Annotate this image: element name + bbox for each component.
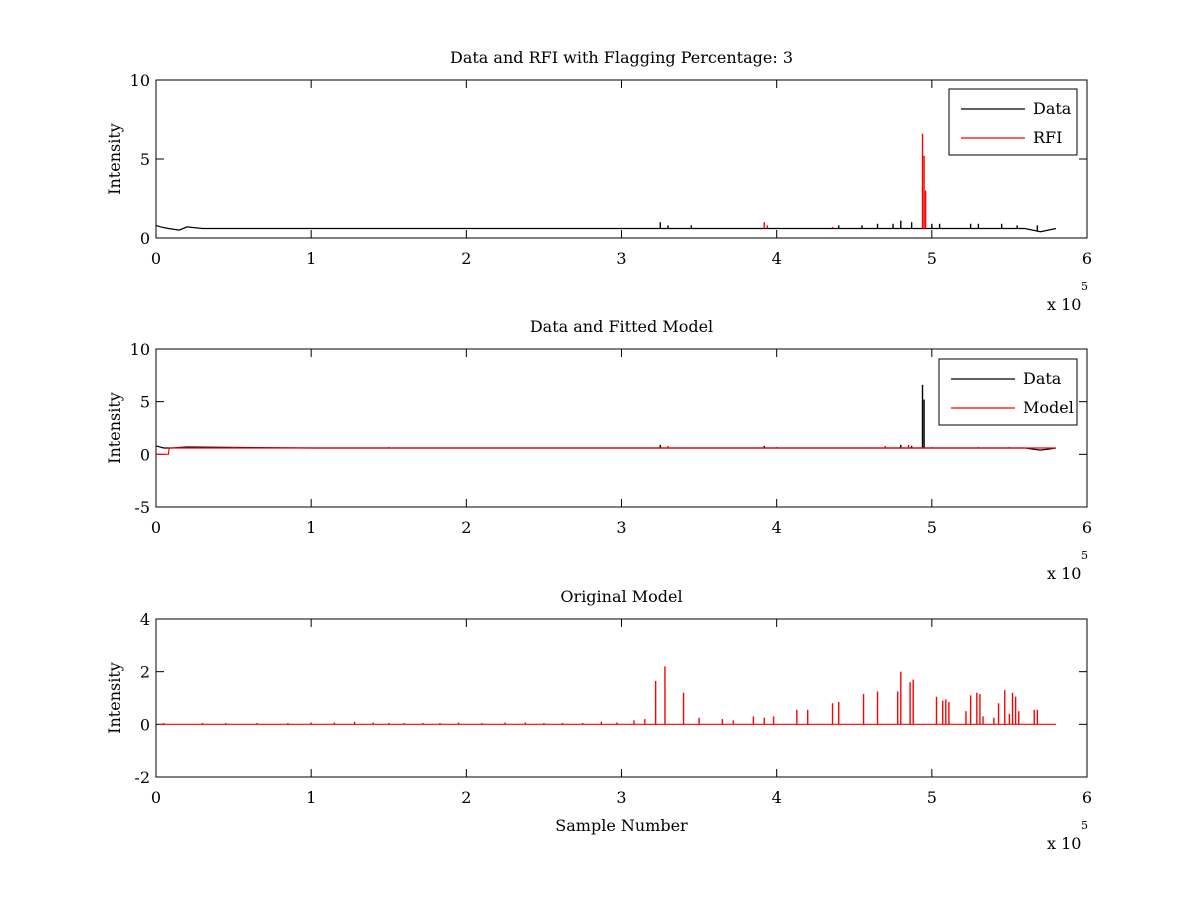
x-tick-label: 5 xyxy=(927,788,937,807)
chart-title: Original Model xyxy=(560,587,682,606)
x-axis-multiplier: x 10 xyxy=(1047,564,1081,583)
x-axis-multiplier: x 10 xyxy=(1047,295,1081,314)
x-tick-label: 2 xyxy=(461,788,471,807)
legend-entry-data: Data xyxy=(1023,369,1062,388)
plot-area xyxy=(159,666,1056,725)
x-tick-label: 1 xyxy=(306,518,316,537)
y-axis-label: Intensity xyxy=(105,123,124,195)
x-tick-label: 2 xyxy=(461,518,471,537)
y-tick-label: 10 xyxy=(130,71,150,90)
plot-area xyxy=(156,133,1057,233)
y-tick-label: 0 xyxy=(140,229,150,248)
y-axis-label: Intensity xyxy=(105,392,124,464)
x-tick-label: 4 xyxy=(772,788,782,807)
y-tick-label: 0 xyxy=(140,445,150,464)
y-tick-label: 2 xyxy=(140,663,150,682)
x-tick-label: 2 xyxy=(461,249,471,268)
y-tick-label: 5 xyxy=(140,393,150,412)
x-tick-label: 5 xyxy=(927,518,937,537)
x-tick-label: 0 xyxy=(151,788,161,807)
x-tick-label: 0 xyxy=(151,249,161,268)
y-tick-label: 5 xyxy=(140,150,150,169)
y-tick-label: -2 xyxy=(134,768,150,787)
series-data xyxy=(156,220,1057,233)
series-model xyxy=(156,444,1056,455)
x-axis-multiplier-exponent: 5 xyxy=(1081,819,1088,832)
chart-title: Data and RFI with Flagging Percentage: 3 xyxy=(450,48,793,67)
legend-entry-model: Model xyxy=(1023,398,1074,417)
x-tick-label: 0 xyxy=(151,518,161,537)
legend-entry-data: Data xyxy=(1033,99,1072,118)
y-axis-label: Intensity xyxy=(105,662,124,734)
x-tick-label: 4 xyxy=(772,249,782,268)
series-rfi xyxy=(763,133,927,229)
legend-entry-rfi: RFI xyxy=(1033,128,1062,147)
x-axis-multiplier-exponent: 5 xyxy=(1081,549,1088,562)
axes-frame xyxy=(155,618,1088,778)
chart-title: Data and Fitted Model xyxy=(530,317,713,336)
x-tick-label: 6 xyxy=(1082,788,1092,807)
subplot-1: Data and RFI with Flagging Percentage: 3… xyxy=(105,48,1092,314)
x-tick-label: 1 xyxy=(306,249,316,268)
subplots: Data and RFI with Flagging Percentage: 3… xyxy=(105,48,1092,853)
series-baseline xyxy=(156,447,1056,455)
series-baseline xyxy=(156,224,1057,233)
x-axis-label: Sample Number xyxy=(555,816,688,835)
y-tick-label: -5 xyxy=(134,498,150,517)
plot-area xyxy=(156,384,1057,455)
x-axis-multiplier-exponent: 5 xyxy=(1081,280,1088,293)
axes-frame xyxy=(155,348,1088,508)
x-tick-label: 6 xyxy=(1082,518,1092,537)
x-tick-label: 3 xyxy=(616,518,626,537)
legend-box xyxy=(938,358,1078,426)
x-tick-label: 5 xyxy=(927,249,937,268)
series-1 xyxy=(159,666,1056,725)
legend: Data Model xyxy=(938,358,1078,426)
x-axis-multiplier: x 10 xyxy=(1047,834,1081,853)
x-tick-label: 6 xyxy=(1082,249,1092,268)
x-tick-label: 3 xyxy=(616,788,626,807)
y-tick-label: 10 xyxy=(130,340,150,359)
x-tick-label: 4 xyxy=(772,518,782,537)
legend-box xyxy=(948,88,1078,156)
y-tick-label: 4 xyxy=(140,610,150,629)
y-tick-label: 0 xyxy=(140,715,150,734)
x-tick-label: 1 xyxy=(306,788,316,807)
legend: Data RFI xyxy=(948,88,1078,156)
axes-frame xyxy=(155,79,1088,239)
x-tick-label: 3 xyxy=(616,249,626,268)
subplot-3: Original Model Intensity Sample Number 0 1 2 3… xyxy=(105,587,1092,853)
